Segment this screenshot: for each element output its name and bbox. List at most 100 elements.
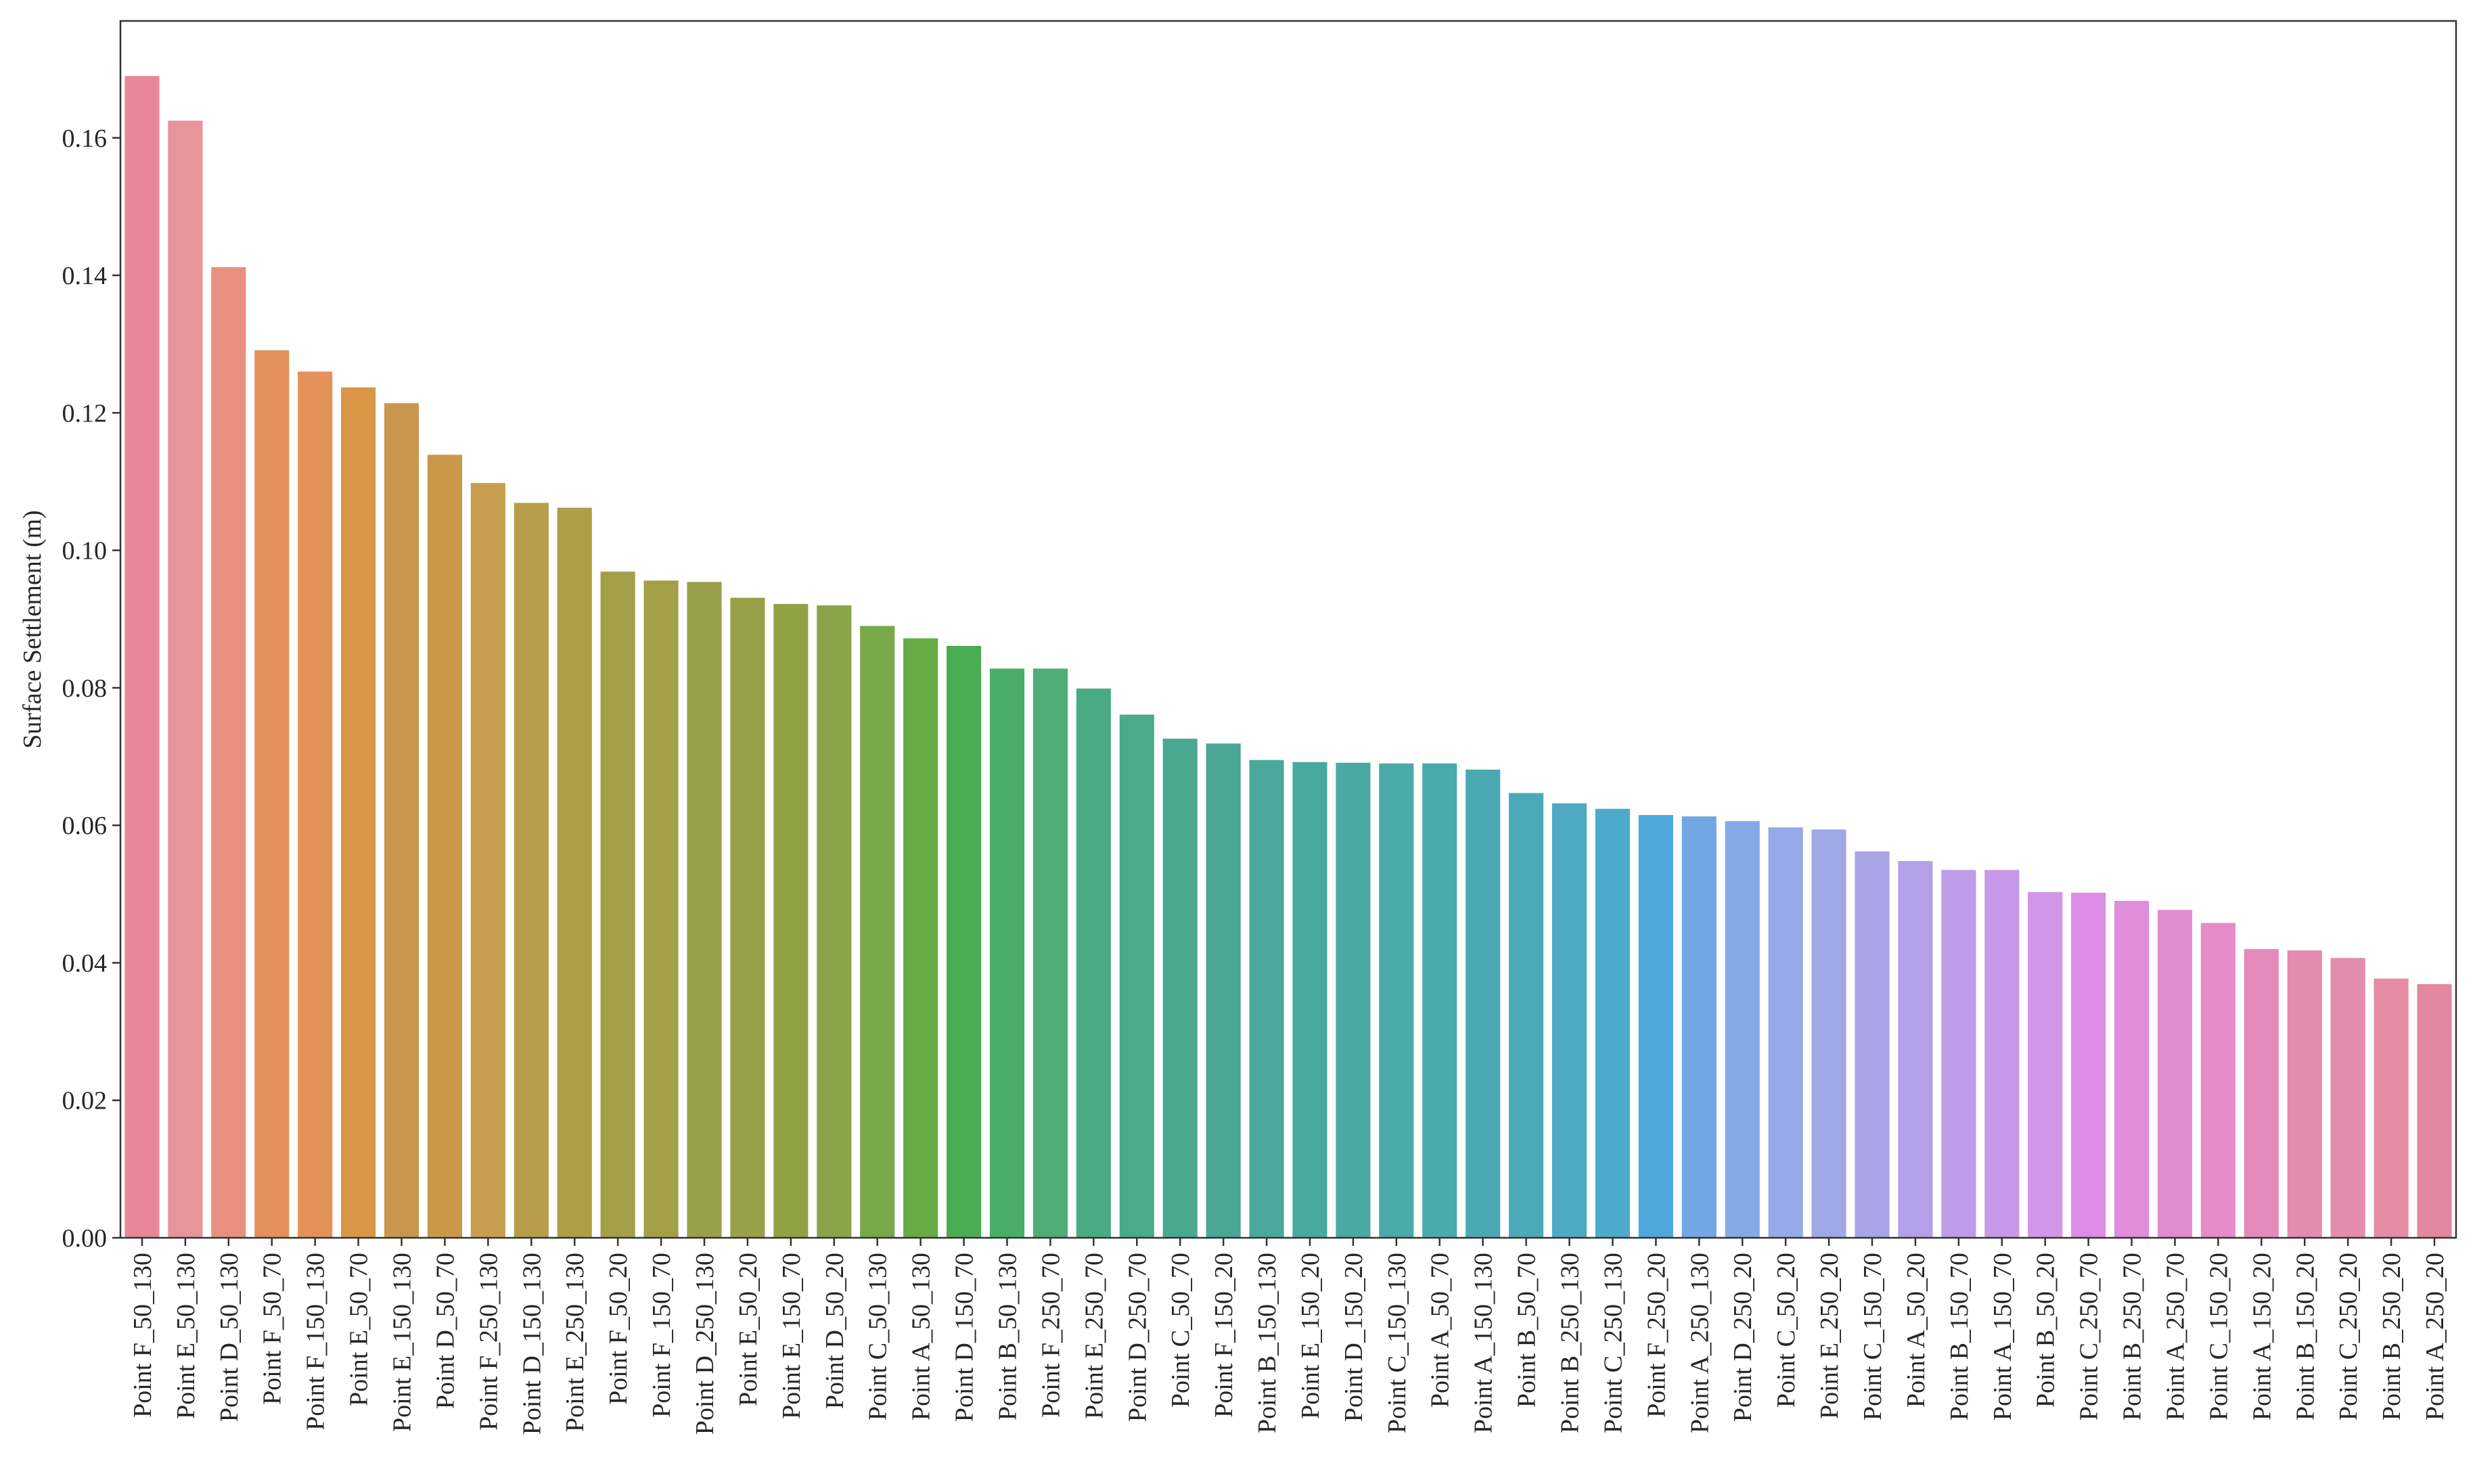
- bar-point-e-250-130: [557, 507, 592, 1238]
- x-tick-label: Point E_50_130: [172, 1253, 200, 1419]
- bar-point-e-250-70: [1076, 688, 1111, 1238]
- x-tick-label: Point F_50_130: [129, 1253, 157, 1418]
- bar-point-f-50-70: [254, 350, 290, 1238]
- x-tick-label: Point B_50_130: [993, 1253, 1022, 1420]
- bar-point-f-150-70: [643, 580, 679, 1238]
- bar-point-a-150-130: [1466, 769, 1501, 1238]
- bar-point-d-50-70: [427, 455, 463, 1238]
- bar-point-a-150-70: [1984, 870, 2020, 1238]
- bar-point-d-50-130: [211, 266, 246, 1238]
- bar-point-c-150-70: [1855, 851, 1890, 1238]
- plot-frame: [119, 20, 2457, 1239]
- bar-point-b-150-70: [1941, 870, 1976, 1238]
- x-tick-label: Point D_250_70: [1123, 1253, 1152, 1422]
- x-tick-label: Point A_50_20: [1902, 1253, 1930, 1408]
- bar-point-b-150-130: [1249, 760, 1284, 1238]
- x-axis: Point F_50_130 Point E_50_130 Point D_50_1…: [129, 1238, 2449, 1435]
- x-tick-label: Point F_150_70: [648, 1253, 676, 1418]
- bar-point-c-150-20: [2200, 923, 2235, 1238]
- x-tick-label: Point B_250_70: [2118, 1253, 2147, 1420]
- bar-point-f-150-20: [1206, 743, 1241, 1238]
- bar-point-f-50-130: [124, 76, 160, 1238]
- x-tick-label: Point E_250_20: [1815, 1253, 1844, 1419]
- bar-point-c-150-130: [1379, 763, 1414, 1238]
- bar-point-f-250-20: [1638, 814, 1673, 1238]
- x-tick-label: Point D_50_130: [215, 1253, 244, 1422]
- y-tick-label: 0.06: [62, 812, 108, 840]
- x-tick-label: Point B_150_20: [2291, 1253, 2319, 1420]
- y-tick-label: 0.14: [62, 262, 108, 290]
- x-tick-label: Point F_250_70: [1037, 1253, 1065, 1418]
- x-tick-label: Point E_150_20: [1296, 1253, 1325, 1419]
- x-tick-label: Point F_50_70: [258, 1253, 287, 1405]
- bar-point-a-250-130: [1681, 816, 1717, 1238]
- x-tick-label: Point A_150_20: [2248, 1253, 2276, 1420]
- x-tick-label: Point F_250_20: [1642, 1253, 1671, 1418]
- bar-point-a-250-70: [2157, 910, 2193, 1238]
- x-tick-label: Point A_150_70: [1989, 1253, 2017, 1420]
- bar-point-f-250-70: [1032, 668, 1068, 1238]
- bar-point-e-150-130: [384, 403, 419, 1238]
- x-tick-label: Point C_250_130: [1599, 1253, 1627, 1433]
- x-tick-label: Point E_150_130: [388, 1253, 417, 1432]
- bar-point-e-150-20: [1292, 762, 1327, 1238]
- bar-point-d-250-130: [687, 582, 722, 1238]
- y-tick-label: 0.10: [62, 537, 108, 565]
- bar-point-f-150-130: [298, 371, 333, 1238]
- x-tick-label: Point F_150_20: [1210, 1253, 1238, 1418]
- bar-point-b-50-130: [989, 668, 1025, 1238]
- bar-point-e-50-20: [730, 597, 765, 1238]
- bar-point-c-250-20: [2330, 958, 2365, 1238]
- x-tick-label: Point C_150_20: [2204, 1253, 2233, 1420]
- x-tick-label: Point B_150_70: [1945, 1253, 1974, 1420]
- x-tick-label: Point E_50_70: [345, 1253, 373, 1406]
- bar-point-c-50-70: [1162, 739, 1198, 1238]
- bar-point-c-250-130: [1595, 808, 1631, 1238]
- bar-point-d-250-20: [1725, 821, 1760, 1238]
- bar-point-b-250-70: [2114, 900, 2150, 1238]
- bar-point-b-250-20: [2374, 978, 2409, 1238]
- bar-point-b-50-20: [2028, 891, 2063, 1238]
- bar-point-a-50-20: [1898, 861, 1933, 1238]
- y-axis: 0.00 0.02 0.04 0.06 0.08 0.10 0.12 0.14 0.16: [62, 124, 120, 1253]
- y-tick-label: 0.00: [62, 1224, 108, 1253]
- x-tick-label: Point C_50_130: [864, 1253, 892, 1420]
- x-tick-label: Point D_150_70: [951, 1253, 979, 1422]
- bar-point-a-150-20: [2244, 949, 2279, 1238]
- x-tick-label: Point F_150_130: [302, 1253, 330, 1431]
- bar-point-d-250-70: [1119, 714, 1154, 1238]
- x-tick-label: Point A_250_130: [1685, 1253, 1714, 1433]
- x-tick-label: Point D_50_20: [821, 1253, 849, 1409]
- bar-point-a-50-130: [903, 638, 938, 1238]
- x-tick-label: Point D_250_130: [691, 1253, 719, 1435]
- x-tick-label: Point B_150_130: [1253, 1253, 1281, 1433]
- bar-point-b-50-70: [1509, 793, 1544, 1238]
- x-tick-label: Point D_50_70: [431, 1253, 459, 1409]
- x-tick-label: Point C_50_20: [1772, 1253, 1800, 1408]
- x-tick-label: Point C_50_70: [1166, 1253, 1195, 1408]
- x-tick-label: Point F_50_20: [604, 1253, 633, 1405]
- bar-point-c-50-130: [860, 626, 895, 1238]
- y-tick-label: 0.16: [62, 124, 108, 153]
- bar-point-f-50-20: [600, 572, 635, 1238]
- x-tick-label: Point B_250_130: [1556, 1253, 1585, 1433]
- bar-point-e-250-20: [1811, 829, 1846, 1238]
- x-tick-label: Point D_150_20: [1340, 1253, 1368, 1422]
- x-tick-label: Point A_250_70: [2161, 1253, 2189, 1420]
- bar-point-e-150-70: [773, 603, 809, 1238]
- x-tick-label: Point E_250_70: [1080, 1253, 1108, 1419]
- y-tick-label: 0.12: [62, 399, 108, 427]
- bar-point-b-250-130: [1551, 803, 1587, 1238]
- x-tick-label: Point C_150_70: [1859, 1253, 1887, 1420]
- bar-point-a-50-70: [1422, 763, 1457, 1238]
- x-tick-label: Point B_250_20: [2378, 1253, 2406, 1420]
- x-tick-label: Point A_250_20: [2421, 1253, 2449, 1420]
- y-axis-label: Surface Settlement (m): [18, 510, 47, 748]
- bar-point-c-250-70: [2071, 892, 2106, 1238]
- x-tick-label: Point A_150_130: [1470, 1253, 1498, 1433]
- y-tick-label: 0.08: [62, 674, 108, 703]
- x-tick-label: Point C_250_20: [2334, 1253, 2363, 1420]
- x-tick-label: Point E_250_130: [561, 1253, 589, 1432]
- x-tick-label: Point D_250_20: [1729, 1253, 1757, 1422]
